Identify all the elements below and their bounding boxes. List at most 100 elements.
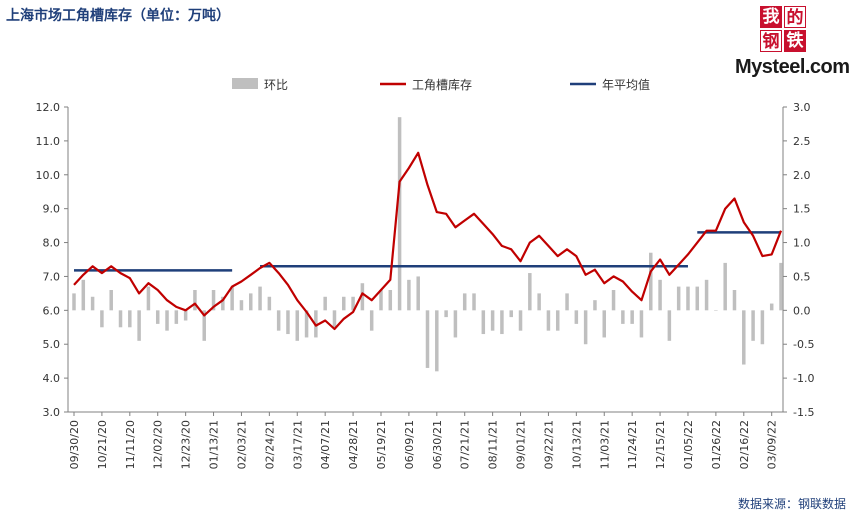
change-bar	[435, 310, 439, 372]
left-tick-label: 7.0	[43, 270, 61, 283]
change-bar	[537, 293, 541, 311]
change-bar	[676, 286, 681, 311]
change-bar	[555, 310, 560, 331]
change-bar	[546, 310, 551, 331]
right-tick-label: 0.0	[793, 304, 811, 317]
change-bar	[453, 310, 458, 338]
left-tick-label: 8.0	[43, 237, 61, 250]
left-tick-label: 10.0	[36, 169, 61, 182]
change-bar	[332, 310, 337, 328]
mysteel-logo: 我 的 钢 铁 Mysteel.com	[735, 6, 855, 78]
data-source-note: 数据来源：钢联数据	[737, 497, 846, 511]
change-bar	[769, 303, 774, 311]
x-tick-label: 09/01/21	[515, 420, 528, 469]
change-bar	[249, 293, 253, 311]
change-bar	[276, 310, 281, 331]
x-tick-label: 12/02/20	[152, 420, 165, 469]
change-bar	[714, 310, 718, 311]
change-bar	[658, 279, 662, 311]
right-tick-label: -1.0	[793, 372, 814, 385]
change-bar	[323, 296, 327, 311]
change-bar	[128, 310, 132, 328]
change-bar	[239, 300, 244, 311]
legend-label: 工角槽库存	[412, 77, 472, 92]
left-tick-label: 4.0	[43, 372, 61, 385]
logo-text: Mysteel.com	[735, 56, 850, 78]
x-tick-label: 11/24/21	[626, 420, 639, 469]
x-tick-label: 03/09/22	[766, 420, 779, 469]
x-tick-label: 01/26/22	[710, 420, 723, 469]
change-bar	[351, 296, 355, 311]
change-bar	[369, 310, 374, 331]
change-bar	[500, 310, 504, 335]
right-tick-label: 3.0	[793, 101, 811, 114]
left-tick-label: 3.0	[43, 406, 61, 419]
change-bar	[742, 310, 746, 365]
change-bar	[425, 310, 430, 368]
x-tick-label: 10/21/20	[96, 420, 109, 469]
logo-char: 我	[760, 6, 782, 28]
right-tick-label: 2.5	[793, 135, 811, 148]
change-bar	[137, 310, 141, 341]
change-bar	[286, 310, 290, 335]
x-tick-label: 01/05/22	[682, 420, 695, 469]
legend-label: 年平均值	[602, 77, 650, 92]
change-bar	[81, 279, 86, 311]
logo-char: 铁	[784, 30, 806, 52]
logo-char: 的	[784, 6, 806, 28]
x-tick-label: 11/11/20	[124, 420, 137, 469]
change-bar	[397, 117, 402, 311]
change-bar	[695, 286, 700, 311]
left-tick-label: 5.0	[43, 338, 61, 351]
x-tick-label: 09/22/21	[542, 420, 555, 469]
change-bar	[72, 293, 76, 311]
x-tick-label: 08/11/21	[487, 420, 500, 469]
right-tick-label: 1.0	[793, 237, 811, 250]
inventory-line	[73, 151, 783, 331]
x-tick-label: 02/16/22	[738, 420, 751, 469]
x-tick-label: 03/17/21	[291, 420, 304, 469]
change-bar	[221, 296, 225, 311]
change-bar	[202, 310, 206, 341]
logo-chars: 我 的	[760, 6, 855, 28]
change-bar	[211, 290, 216, 311]
logo-char: 钢	[760, 30, 782, 52]
x-tick-label: 02/03/21	[235, 420, 248, 469]
change-bar	[444, 310, 448, 318]
change-bar	[388, 290, 393, 311]
change-bar	[704, 279, 709, 311]
change-bar	[667, 310, 672, 341]
change-bar	[155, 310, 160, 324]
x-tick-label: 01/13/21	[208, 420, 221, 469]
change-bar	[90, 296, 95, 311]
change-bar	[258, 286, 262, 311]
change-bar	[407, 279, 411, 311]
change-bar	[611, 290, 616, 311]
change-bar	[109, 290, 113, 311]
x-tick-label: 07/21/21	[459, 420, 472, 469]
chart-title: 上海市场工角槽库存（单位：万吨）	[6, 8, 230, 24]
x-tick-label: 04/28/21	[347, 420, 360, 469]
change-bar	[649, 252, 653, 311]
left-tick-label: 12.0	[36, 101, 61, 114]
change-bar	[183, 310, 188, 321]
x-tick-label: 02/24/21	[263, 420, 276, 469]
change-bar	[295, 310, 300, 341]
x-tick-label: 06/09/21	[403, 420, 416, 469]
change-bar	[639, 310, 644, 338]
legend-label: 环比	[264, 78, 288, 92]
change-bar	[732, 290, 737, 311]
change-bar	[509, 310, 513, 318]
change-bar	[779, 262, 783, 311]
change-bar	[574, 310, 579, 324]
change-bar	[360, 283, 365, 311]
x-tick-label: 09/30/20	[68, 420, 81, 469]
left-tick-label: 6.0	[43, 304, 61, 317]
change-bar	[174, 310, 179, 324]
change-bar	[490, 310, 495, 331]
x-tick-label: 12/15/21	[654, 420, 667, 469]
x-tick-label: 04/07/21	[319, 420, 332, 469]
change-bar	[230, 286, 234, 311]
change-bar	[630, 310, 634, 324]
right-tick-label: 2.0	[793, 169, 811, 182]
